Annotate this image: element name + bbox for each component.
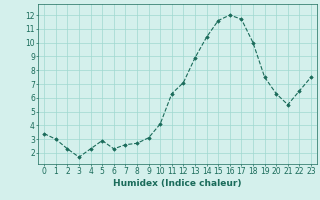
X-axis label: Humidex (Indice chaleur): Humidex (Indice chaleur) <box>113 179 242 188</box>
